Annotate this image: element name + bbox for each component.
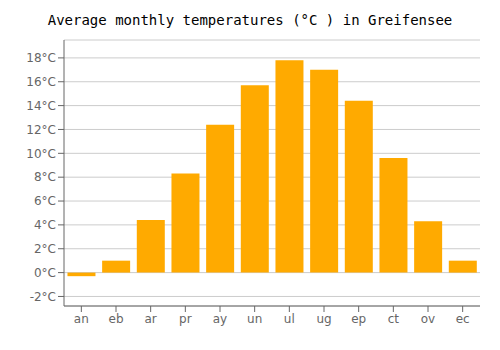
svg-text:an: an — [74, 312, 89, 326]
svg-text:eb: eb — [109, 312, 124, 326]
svg-text:ug: ug — [316, 312, 331, 326]
svg-text:2°C: 2°C — [34, 242, 56, 256]
svg-text:14°C: 14°C — [26, 99, 56, 113]
svg-text:ct: ct — [388, 312, 400, 326]
svg-text:ov: ov — [421, 312, 435, 326]
svg-text:8°C: 8°C — [34, 170, 56, 184]
svg-text:16°C: 16°C — [26, 75, 56, 89]
html-text:Average monthly temperatures (: Average monthly temperatures (°C ) in Gr… — [47, 12, 453, 28]
svg-text:ul: ul — [284, 312, 295, 326]
svg-text:6°C: 6°C — [34, 194, 56, 208]
svg-text:ec: ec — [456, 312, 470, 326]
svg-text:pr: pr — [179, 312, 192, 326]
svg-text:ep: ep — [351, 312, 366, 326]
svg-text:0°C: 0°C — [34, 266, 56, 280]
svg-text:ay: ay — [213, 312, 227, 326]
svg-text:18°C: 18°C — [26, 51, 56, 65]
svg-text:-2°C: -2°C — [30, 290, 56, 304]
svg-text:un: un — [247, 312, 262, 326]
svg-text:12°C: 12°C — [26, 123, 56, 137]
svg-text:4°C: 4°C — [34, 218, 56, 232]
svg-text:10°C: 10°C — [26, 147, 56, 161]
svg-text:ar: ar — [145, 312, 157, 326]
